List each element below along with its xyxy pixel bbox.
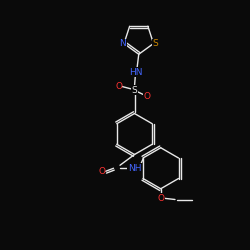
Text: NH: NH	[128, 164, 141, 173]
Text: O: O	[157, 194, 164, 203]
Text: S: S	[152, 39, 158, 48]
Text: N: N	[120, 39, 126, 48]
Text: O: O	[144, 92, 150, 101]
Text: S: S	[132, 86, 138, 95]
Text: HN: HN	[129, 68, 142, 77]
Text: O: O	[98, 167, 105, 176]
Text: O: O	[115, 82, 122, 91]
